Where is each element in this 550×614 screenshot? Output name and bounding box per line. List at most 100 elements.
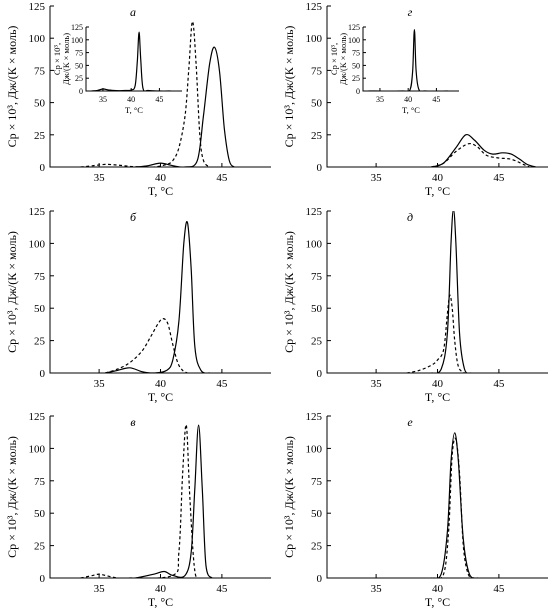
panel-label: е — [407, 415, 413, 429]
x-tick-label: 40 — [155, 172, 167, 184]
axes-frame — [326, 6, 548, 168]
x-tick-label: 45 — [493, 583, 505, 595]
panel-label: г — [408, 5, 413, 19]
inset-y-axis-label-line2: Дж/(К × моль) — [61, 33, 71, 85]
x-tick-label: 40 — [155, 583, 167, 595]
x-tick-label: 40 — [155, 378, 167, 390]
y-tick-label: 125 — [29, 411, 46, 423]
x-tick-label: 35 — [371, 378, 383, 390]
inset-chart: 0 25 50 75 100 125 35 40 45 T, °C Cp × 10³, Дж/(К ×… — [52, 23, 182, 115]
x-axis-label: T, °C — [148, 390, 173, 404]
y-tick-label: 100 — [306, 33, 323, 45]
y-tick-label: 100 — [29, 33, 46, 45]
y-tick-label: 125 — [306, 411, 323, 423]
x-axis-label: T, °C — [148, 595, 173, 609]
y-tick-label: 0 — [40, 368, 46, 380]
x-tick-label: 35 — [94, 583, 106, 595]
series-line-solid — [431, 432, 479, 578]
y-tick-label: 75 — [311, 271, 323, 283]
x-tick-label: 35 — [94, 378, 106, 390]
panel-е: 0 25 50 75 100 125 35 40 45 T, °C Cp × 10³, Дж/(К … — [282, 411, 548, 609]
series-line-dashed — [80, 20, 211, 167]
y-tick-label: 125 — [29, 1, 46, 13]
series-line-solid — [135, 46, 235, 167]
y-tick-label: 50 — [34, 303, 46, 315]
inset-x-tick-label: 40 — [127, 95, 135, 104]
inset-y-axis-label-line2: Дж/(К × моль) — [338, 33, 348, 85]
y-tick-label: 0 — [40, 162, 46, 174]
inset-x-tick-label: 35 — [376, 95, 384, 104]
y-tick-label: 100 — [306, 443, 323, 455]
series-line-solid — [431, 133, 536, 167]
series-line-dashed — [105, 317, 188, 373]
panel-label: в — [130, 415, 135, 429]
axes-frame — [326, 416, 548, 579]
x-axis-label: T, °C — [425, 184, 450, 198]
y-tick-label: 75 — [311, 476, 323, 488]
inset-x-tick-label: 35 — [99, 95, 107, 104]
y-tick-label: 100 — [29, 238, 46, 250]
inset-y-tick-label: 100 — [71, 36, 83, 45]
inset-chart: 0 25 50 75 100 125 35 40 45 T, °C Cp × 10³, Дж/(К ×… — [329, 23, 459, 115]
inset-y-tick-label: 75 — [75, 49, 83, 58]
panel-б: 0 25 50 75 100 125 35 40 45 T, °C Cp × 10³, Дж/(К … — [5, 206, 271, 404]
inset-y-tick-label: 125 — [71, 23, 83, 32]
x-tick-label: 35 — [94, 172, 106, 184]
y-tick-label: 75 — [34, 271, 46, 283]
series-line-solid — [105, 221, 210, 373]
y-tick-label: 25 — [311, 336, 323, 348]
inset-axes-frame — [85, 27, 182, 92]
axes-frame — [326, 211, 548, 374]
y-tick-label: 25 — [34, 130, 46, 142]
x-tick-label: 45 — [493, 378, 505, 390]
panel-label: д — [407, 210, 413, 224]
y-tick-label: 0 — [317, 573, 323, 585]
y-tick-label: 125 — [29, 206, 46, 218]
x-tick-label: 35 — [371, 172, 383, 184]
inset-y-tick-label: 0 — [356, 87, 360, 96]
y-tick-label: 125 — [306, 1, 323, 13]
axes-frame — [49, 211, 271, 374]
y-axis-label: Cp × 10³, Дж/(К × моль) — [282, 436, 296, 558]
inset-y-tick-label: 25 — [352, 74, 360, 83]
y-tick-label: 75 — [34, 476, 46, 488]
inset-y-tick-label: 100 — [348, 36, 360, 45]
axes-frame — [49, 6, 271, 168]
y-tick-label: 50 — [34, 98, 46, 110]
inset-y-tick-label: 0 — [79, 87, 83, 96]
inset-y-axis-label-line1: Cp × 10³, — [52, 43, 62, 75]
x-tick-label: 35 — [371, 583, 383, 595]
series-line-solid — [431, 211, 471, 373]
y-tick-label: 100 — [29, 443, 46, 455]
x-axis-label: T, °C — [148, 184, 173, 198]
inset-x-tick-label: 45 — [155, 95, 163, 104]
y-tick-label: 50 — [311, 508, 323, 520]
y-tick-label: 75 — [34, 65, 46, 77]
panel-г: 0 25 50 75 100 125 35 40 45 T, °C Cp × 10³, Дж/(К … — [282, 1, 548, 198]
y-tick-label: 25 — [34, 336, 46, 348]
x-axis-label: T, °C — [425, 595, 450, 609]
y-tick-label: 125 — [306, 206, 323, 218]
y-tick-label: 25 — [311, 130, 323, 142]
y-axis-label: Cp × 10³, Дж/(К × моль) — [5, 26, 19, 148]
x-tick-label: 45 — [216, 583, 228, 595]
inset-x-tick-label: 40 — [404, 95, 412, 104]
y-tick-label: 25 — [311, 541, 323, 553]
series-line-dashed — [80, 424, 202, 578]
series-line-dashed — [433, 437, 475, 578]
y-tick-label: 75 — [311, 65, 323, 77]
y-tick-label: 25 — [34, 541, 46, 553]
x-tick-label: 40 — [432, 172, 444, 184]
y-tick-label: 50 — [34, 508, 46, 520]
inset-x-axis-label: T, °C — [125, 105, 143, 115]
y-axis-label: Cp × 10³, Дж/(К × моль) — [5, 231, 19, 353]
panel-label: б — [130, 210, 137, 224]
panel-а: 0 25 50 75 100 125 35 40 45 T, °C Cp × 10³, Дж/(К … — [5, 1, 271, 198]
y-tick-label: 50 — [311, 98, 323, 110]
inset-y-axis-label-line1: Cp × 10³, — [329, 43, 339, 75]
y-tick-label: 100 — [306, 238, 323, 250]
x-tick-label: 45 — [216, 172, 228, 184]
inset-y-tick-label: 25 — [75, 74, 83, 83]
x-tick-label: 40 — [432, 583, 444, 595]
